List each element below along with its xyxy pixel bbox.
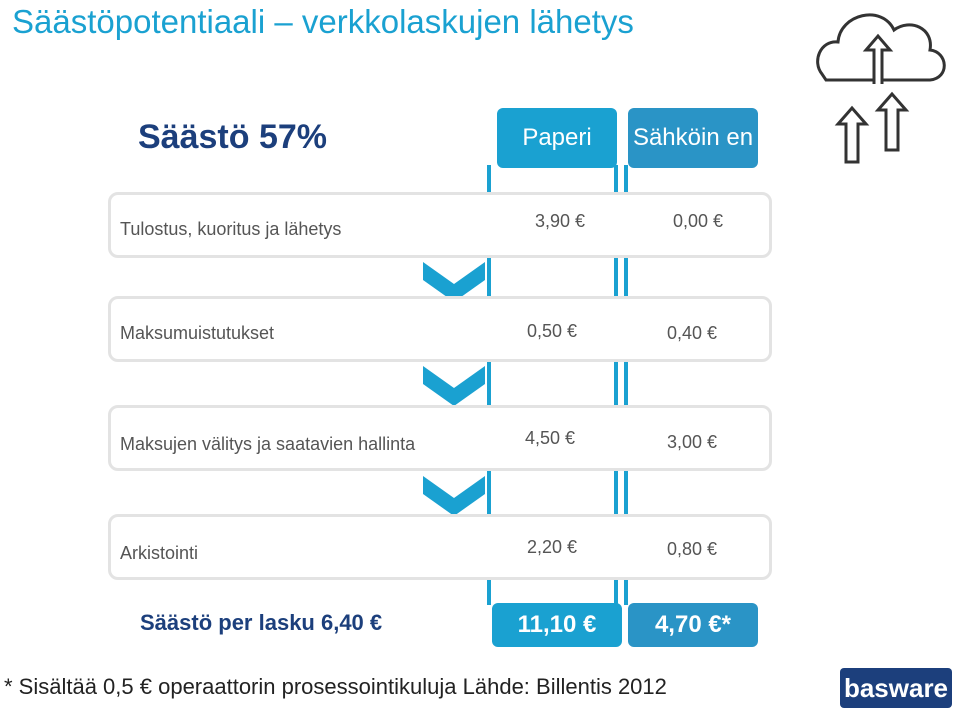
cost-row-electronic-value: 0,40 € (667, 323, 718, 343)
cost-row: Arkistointi 2,20 € 0,80 € (108, 514, 772, 580)
column-header-paper: Paperi (497, 108, 617, 168)
total-paper: 11,10 € (492, 603, 622, 647)
cost-row: Tulostus, kuoritus ja lähetys 3,90 € 0,0… (108, 192, 772, 258)
cost-row-paper-value: 0,50 € (527, 321, 578, 341)
cost-row-label: Maksumuistutukset (120, 323, 275, 343)
footnote: * Sisältää 0,5 € operaattorin prosessoin… (4, 674, 667, 700)
cloud-upload-icon (816, 13, 946, 164)
chevron-down-icon (423, 366, 485, 406)
total-electronic: 4,70 €* (628, 603, 758, 647)
column-divider (624, 165, 628, 605)
cost-row-label: Maksujen välitys ja saatavien hallinta (120, 434, 416, 454)
cost-row: Maksujen välitys ja saatavien hallinta 4… (108, 405, 772, 471)
cost-row-label: Tulostus, kuoritus ja lähetys (120, 219, 342, 239)
chevron-down-icon (423, 476, 485, 516)
page-title: Säästöpotentiaali – verkkolaskujen lähet… (12, 3, 634, 40)
cost-row-electronic-value: 0,80 € (667, 539, 718, 559)
column-divider (487, 165, 491, 605)
source-text: Lähde: Billentis 2012 (462, 674, 667, 699)
basware-logo: basware (840, 668, 952, 708)
chevron-down-icon (423, 262, 485, 302)
column-divider (614, 165, 618, 605)
cost-row-paper-value: 2,20 € (527, 537, 578, 557)
cost-row-paper-value: 4,50 € (525, 428, 576, 448)
footnote-text: * Sisältää 0,5 € operaattorin prosessoin… (4, 674, 457, 699)
column-header-electronic: Sähköin en (628, 108, 758, 168)
cost-row-electronic-value: 3,00 € (667, 432, 718, 452)
cost-row-paper-value: 3,90 € (535, 211, 586, 231)
savings-per-invoice: Säästö per lasku 6,40 € (140, 610, 383, 635)
cost-row-electronic-value: 0,00 € (673, 211, 724, 231)
cost-row-label: Arkistointi (120, 543, 199, 563)
cost-row: Maksumuistutukset 0,50 € 0,40 € (108, 296, 772, 362)
savings-percentage: Säästö 57% (138, 118, 327, 156)
